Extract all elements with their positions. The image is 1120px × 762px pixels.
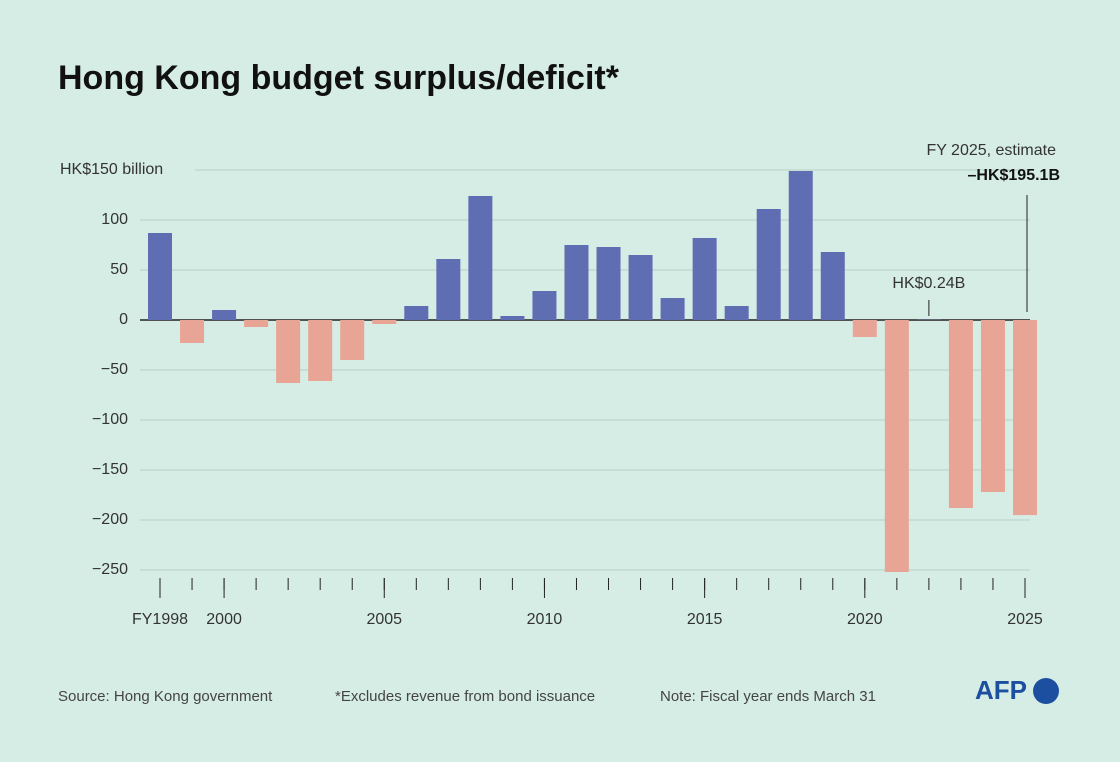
bar (308, 320, 333, 381)
bar (564, 245, 589, 320)
bar (660, 298, 685, 320)
bar (884, 320, 909, 572)
bar (788, 171, 813, 320)
y-tick-label: 0 (119, 311, 128, 328)
bar (148, 233, 172, 320)
x-tick-label: 2020 (847, 611, 883, 628)
bar (340, 320, 365, 360)
x-tick-label: FY1998 (132, 611, 188, 628)
y-tick-label: 50 (110, 261, 128, 278)
bar (820, 252, 845, 320)
footnote: *Excludes revenue from bond issuance (335, 688, 595, 705)
y-tick-label: 100 (101, 211, 128, 228)
y-tick-label: −200 (92, 511, 128, 528)
bar (372, 320, 397, 324)
bar (756, 209, 781, 320)
bar (244, 320, 269, 327)
annotation: FY 2025, estimate (926, 142, 1056, 159)
bar (724, 306, 749, 320)
bar (532, 291, 557, 320)
bar (852, 320, 877, 337)
bar (980, 320, 1005, 492)
bar (1013, 320, 1037, 516)
x-tick-label: 2025 (1007, 611, 1043, 628)
bar (692, 238, 717, 320)
source: Source: Hong Kong government (58, 688, 273, 705)
y-tick-label: −250 (92, 561, 128, 578)
bar (180, 320, 205, 343)
bar (404, 306, 429, 320)
x-tick-label: 2015 (687, 611, 723, 628)
bar (212, 310, 237, 320)
logo: AFP (975, 675, 1027, 705)
y-tick-label: −150 (92, 461, 128, 478)
note: Note: Fiscal year ends March 31 (660, 688, 876, 705)
y-tick-label: −100 (92, 411, 128, 428)
x-tick-label: 2010 (527, 611, 563, 628)
value-label: –HK$195.1B (968, 167, 1061, 184)
bar (596, 247, 621, 320)
bar (948, 320, 973, 508)
chart-title: Hong Kong budget surplus/deficit* (58, 59, 620, 97)
bar (276, 320, 301, 383)
y-tick-label: HK$150 billion (60, 161, 163, 178)
x-tick-label: 2005 (366, 611, 402, 628)
value-label: HK$0.24B (892, 275, 965, 292)
y-tick-label: −50 (101, 361, 128, 378)
bar (500, 316, 525, 320)
bar (436, 259, 461, 320)
logo-dot (1033, 678, 1059, 704)
x-tick-label: 2000 (206, 611, 242, 628)
bar (468, 196, 493, 320)
bar (628, 255, 653, 320)
